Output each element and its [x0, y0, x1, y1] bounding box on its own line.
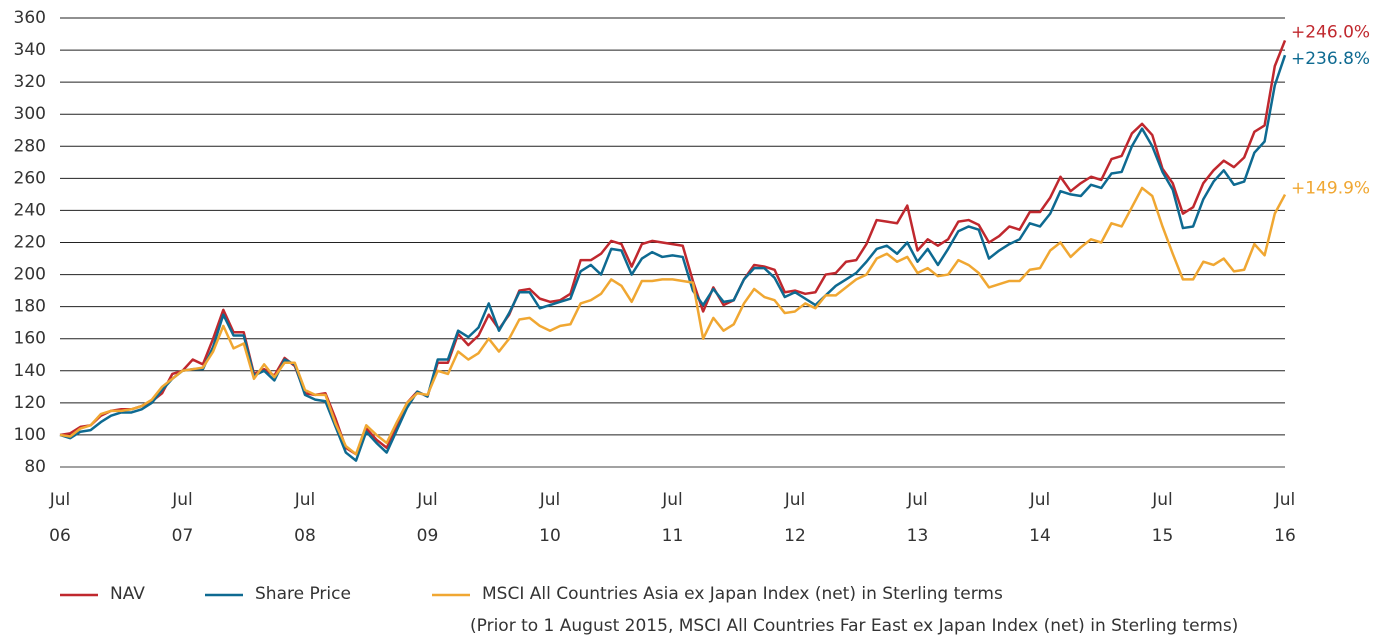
y-tick-label: 260	[14, 168, 46, 188]
x-tick-label: Jul 12	[784, 490, 806, 546]
x-tick-label: Jul 14	[1029, 490, 1051, 546]
y-tick-label: 340	[14, 40, 46, 60]
y-tick-label: 100	[14, 425, 46, 445]
x-tick-label: Jul 06	[49, 490, 71, 546]
end-label: +246.0%	[1291, 22, 1370, 42]
legend-label: NAV	[110, 584, 145, 604]
y-tick-label: 360	[14, 8, 46, 28]
y-tick-label: 180	[14, 297, 46, 317]
end-label: +149.9%	[1291, 179, 1370, 199]
x-tick-label: Jul 08	[294, 490, 316, 546]
legend-label: MSCI All Countries Asia ex Japan Index (…	[482, 584, 1003, 604]
series-line	[59, 39, 1287, 456]
y-tick-label: 140	[14, 361, 46, 381]
y-tick-label: 300	[14, 104, 46, 124]
series-line	[59, 186, 1287, 456]
x-tick-label: Jul 07	[171, 490, 194, 546]
legend-note: (Prior to 1 August 2015, MSCI All Countr…	[470, 616, 1239, 636]
x-tick-label: Jul 15	[1151, 490, 1174, 546]
y-tick-label: 220	[14, 233, 46, 253]
x-tick-label: Jul 10	[539, 490, 561, 546]
y-tick-label: 120	[14, 393, 46, 413]
y-tick-label: 320	[14, 72, 46, 92]
end-label: +236.8%	[1291, 49, 1370, 69]
y-tick-label: 80	[24, 457, 46, 477]
y-tick-label: 160	[14, 329, 46, 349]
series-line	[59, 54, 1287, 462]
y-tick-label: 200	[14, 265, 46, 285]
x-tick-label: Jul 16	[1274, 490, 1296, 546]
x-tick-label: Jul 13	[906, 490, 929, 546]
legend-label: Share Price	[255, 584, 351, 604]
x-tick-label: Jul 11	[661, 490, 684, 546]
x-tick-label: Jul 09	[416, 490, 439, 546]
y-tick-label: 240	[14, 200, 46, 220]
y-tick-label: 280	[14, 136, 46, 156]
